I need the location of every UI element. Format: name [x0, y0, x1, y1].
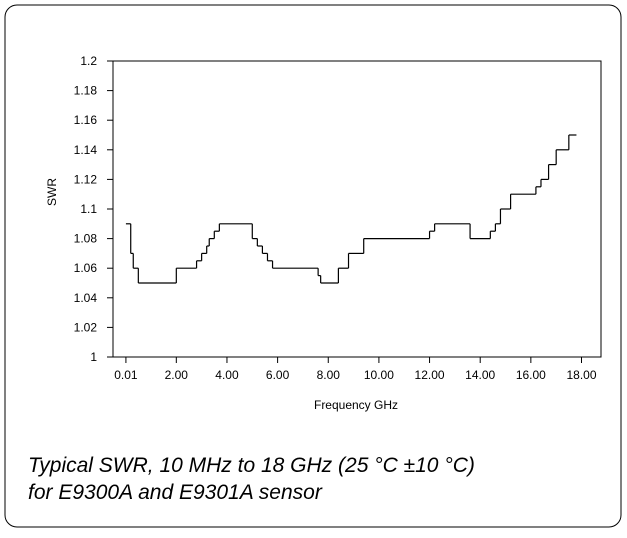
y-tick-label: 1.1: [80, 202, 97, 216]
plot-area: [112, 60, 602, 358]
x-tick-label: 18.00: [566, 368, 596, 382]
y-tick-label: 1.14: [74, 143, 98, 157]
y-tick-label: 1: [90, 350, 97, 364]
x-tick-label: 14.00: [465, 368, 495, 382]
x-tick-label: 0.01: [114, 368, 138, 382]
x-tick-label: 12.00: [415, 368, 445, 382]
x-tick-label: 6.00: [266, 368, 290, 382]
caption: for E9300A and E9301A sensor: [28, 481, 323, 504]
y-tick-label: 1.16: [74, 113, 98, 127]
frame: [4, 4, 622, 528]
x-tick-label: 10.00: [364, 368, 394, 382]
x-axis-label: Frequency GHz: [314, 398, 398, 412]
x-tick-label: 16.00: [516, 368, 546, 382]
y-tick-label: 1.2: [80, 54, 97, 68]
x-tick-label: 4.00: [215, 368, 239, 382]
y-tick-label: 1.18: [74, 84, 98, 98]
y-tick-label: 1.02: [74, 320, 98, 334]
y-tick-label: 1.06: [74, 261, 98, 275]
y-tick-label: 1.08: [74, 232, 98, 246]
y-tick-label: 1.12: [74, 172, 98, 186]
caption: Typical SWR, 10 MHz to 18 GHz (25 °C ±10…: [28, 454, 475, 477]
y-tick-label: 1.04: [74, 291, 98, 305]
x-tick-label: 2.00: [165, 368, 189, 382]
x-tick-label: 8.00: [317, 368, 341, 382]
y-axis-label: SWR: [45, 178, 59, 206]
